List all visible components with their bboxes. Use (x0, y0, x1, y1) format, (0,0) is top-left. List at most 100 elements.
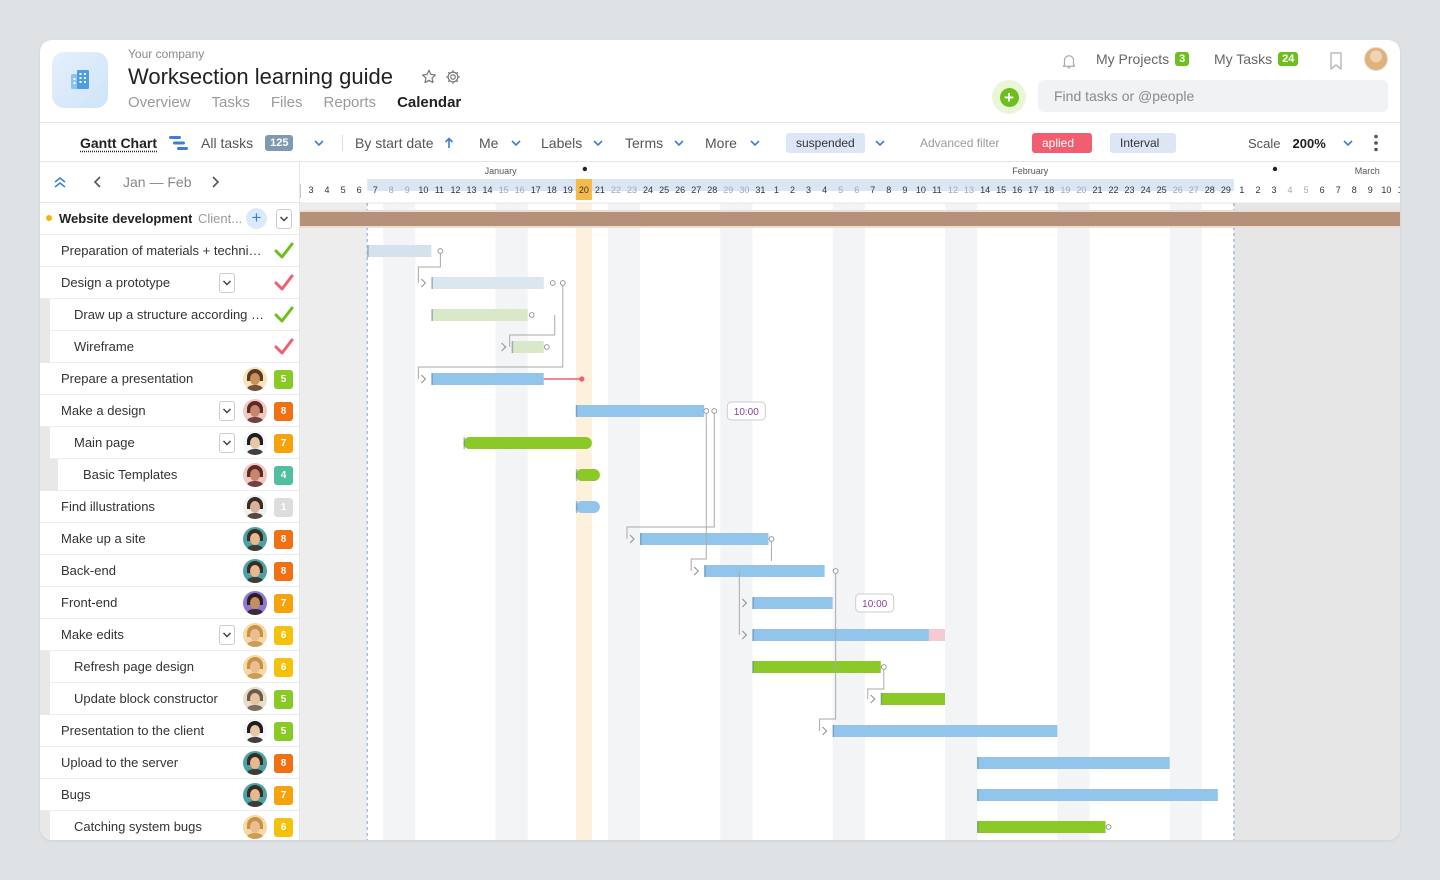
task-row[interactable]: Upload to the server 8 (40, 747, 300, 779)
chip-interval[interactable]: Interval (1110, 133, 1176, 153)
task-row[interactable]: Draw up a structure according t... (40, 299, 300, 331)
all-tasks-filter[interactable]: All tasks 125 (201, 123, 325, 163)
tab-calendar[interactable]: Calendar (397, 94, 462, 111)
assignee-avatar[interactable] (243, 463, 267, 487)
task-row[interactable]: Design a prototype (40, 267, 300, 299)
assignee-avatar[interactable] (243, 591, 267, 615)
my-projects-link[interactable]: My Projects 3 (1096, 51, 1190, 67)
task-row[interactable]: Wireframe (40, 331, 300, 363)
task-expand-toggle[interactable] (219, 273, 235, 293)
gear-icon[interactable] (444, 68, 462, 91)
task-row[interactable]: Catching system bugs 6 (40, 811, 300, 840)
task-row[interactable]: Make up a site 8 (40, 523, 300, 555)
tab-reports[interactable]: Reports (323, 94, 377, 111)
bookmark-icon[interactable] (1328, 51, 1344, 76)
task-expand-toggle[interactable] (219, 401, 235, 421)
task-bar[interactable] (977, 821, 1106, 833)
task-row[interactable]: Find illustrations 1 (40, 491, 300, 523)
task-expand-toggle[interactable] (219, 625, 235, 645)
assignee-avatar[interactable] (243, 655, 267, 679)
task-bar[interactable] (431, 373, 544, 385)
task-bar[interactable] (880, 693, 945, 705)
task-bar[interactable] (752, 661, 881, 673)
task-row[interactable]: Make edits 6 (40, 619, 300, 651)
add-task-icon[interactable]: + (246, 208, 267, 229)
tab-tasks[interactable]: Tasks (211, 94, 250, 111)
project-row[interactable]: Website development Client... + (40, 203, 300, 235)
task-row[interactable]: Bugs 7 (40, 779, 300, 811)
task-row[interactable]: Refresh page design 6 (40, 651, 300, 683)
assignee-avatar[interactable] (243, 751, 267, 775)
tab-files[interactable]: Files (270, 94, 303, 111)
chevron-left-icon[interactable] (93, 175, 103, 189)
task-bar[interactable] (431, 277, 544, 289)
labels-filter[interactable]: Labels (541, 123, 604, 163)
task-bar[interactable] (977, 789, 1218, 801)
task-bar[interactable] (752, 629, 929, 641)
assignee-avatar[interactable] (243, 399, 267, 423)
task-bar[interactable] (640, 533, 769, 545)
chip-chevron[interactable] (874, 123, 886, 163)
star-icon[interactable] (420, 68, 438, 91)
chip-suspended[interactable]: suspended (786, 133, 865, 153)
task-row[interactable]: Main page 7 (40, 427, 300, 459)
task-bar[interactable] (752, 597, 833, 609)
check-icon[interactable] (274, 305, 294, 328)
assignee-avatar[interactable] (243, 431, 267, 455)
task-expand-toggle[interactable] (219, 433, 235, 453)
check-icon[interactable] (274, 241, 294, 264)
task-bar[interactable] (977, 757, 1170, 769)
bell-icon[interactable] (1060, 51, 1078, 76)
task-row[interactable]: Back-end 8 (40, 555, 300, 587)
chip-applied[interactable]: aplied (1032, 133, 1092, 153)
user-avatar[interactable] (1364, 47, 1388, 71)
sort-by-start-date[interactable]: By start date (355, 123, 454, 163)
task-bar[interactable] (511, 341, 544, 353)
assignee-avatar[interactable] (243, 687, 267, 711)
tab-overview[interactable]: Overview (128, 94, 191, 111)
task-bar[interactable] (575, 405, 705, 417)
month-label: March (1355, 166, 1380, 176)
project-expand-toggle[interactable] (276, 209, 292, 229)
assignee-avatar[interactable] (243, 495, 267, 519)
assignee-filter[interactable]: Me (479, 123, 522, 163)
view-switch[interactable]: Gantt Chart (80, 123, 189, 163)
assignee-avatar[interactable] (243, 815, 267, 839)
collapse-all-icon[interactable] (53, 175, 67, 189)
assignee-avatar[interactable] (243, 623, 267, 647)
scale-control[interactable]: Scale 200% (1248, 123, 1354, 163)
task-row[interactable]: Preparation of materials + technic... (40, 235, 300, 267)
assignee-avatar[interactable] (243, 559, 267, 583)
assignee-avatar[interactable] (243, 719, 267, 743)
more-vertical-icon[interactable] (1374, 123, 1378, 163)
task-bar[interactable] (367, 245, 432, 257)
task-row[interactable]: Presentation to the client 5 (40, 715, 300, 747)
more-filter[interactable]: More (705, 123, 761, 163)
task-bar[interactable] (832, 725, 1058, 737)
weekend-column (945, 203, 962, 840)
task-bar[interactable] (575, 501, 600, 513)
terms-filter[interactable]: Terms (625, 123, 685, 163)
task-row[interactable]: Update block constructor 5 (40, 683, 300, 715)
task-bar[interactable] (704, 565, 825, 577)
task-row[interactable]: Front-end 7 (40, 587, 300, 619)
check-icon[interactable] (274, 337, 294, 360)
task-bar[interactable] (575, 469, 600, 481)
advanced-filter[interactable]: Advanced filter (920, 136, 1000, 150)
check-icon[interactable] (274, 273, 294, 296)
project-logo-icon[interactable] (52, 52, 108, 108)
project-bar[interactable] (300, 212, 1400, 226)
day-label: 22 (611, 185, 621, 195)
task-bar[interactable] (463, 437, 592, 449)
chevron-right-icon[interactable] (210, 175, 220, 189)
assignee-avatar[interactable] (243, 527, 267, 551)
search-input[interactable] (1038, 80, 1388, 112)
task-row[interactable]: Prepare a presentation 5 (40, 363, 300, 395)
task-row[interactable]: Basic Templates 4 (40, 459, 300, 491)
task-bar[interactable] (431, 309, 528, 321)
task-row[interactable]: Make a design 8 (40, 395, 300, 427)
my-tasks-link[interactable]: My Tasks 24 (1214, 51, 1299, 67)
add-button[interactable]: + (992, 80, 1026, 114)
assignee-avatar[interactable] (243, 783, 267, 807)
assignee-avatar[interactable] (243, 367, 267, 391)
